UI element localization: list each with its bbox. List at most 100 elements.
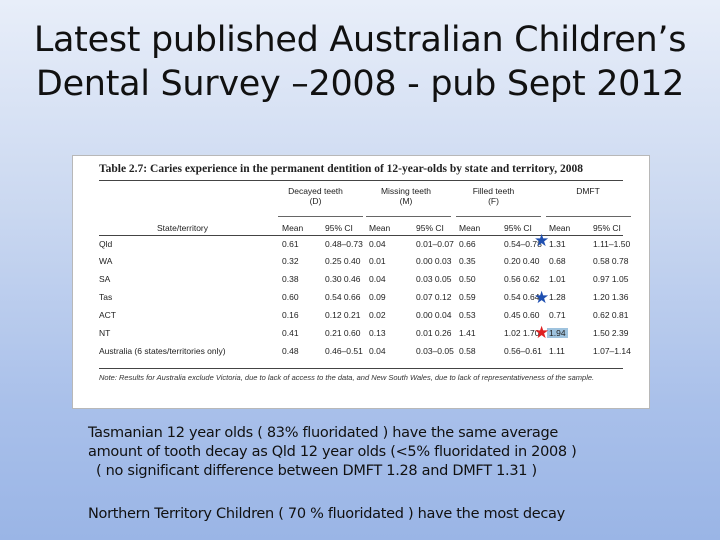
row-label: Australia (6 states/territories only) xyxy=(99,346,226,356)
table-cell: 0.01–0.07 xyxy=(416,239,454,249)
col-header-ci-f: 95% CI xyxy=(504,223,532,233)
table-cell: 0.04 xyxy=(369,239,386,249)
group-rule-filled xyxy=(456,216,541,217)
table-cell: 0.00 0.04 xyxy=(416,310,452,320)
bottom-rule xyxy=(99,368,623,369)
title-line-1: Latest published Australian Children’s xyxy=(33,20,687,60)
col-header-ci-dmft: 95% CI xyxy=(593,223,621,233)
table-cell: 0.54 0.64 xyxy=(504,292,540,302)
table-cell: 0.20 0.40 xyxy=(504,256,540,266)
table-caption-text: Caries experience in the permanent denti… xyxy=(150,163,584,175)
table-cell: 1.41 xyxy=(459,328,476,338)
table-cell: 0.03 0.05 xyxy=(416,274,452,284)
table-cell: 0.03–0.05 xyxy=(416,346,454,356)
table-cell: 0.48 xyxy=(282,346,299,356)
table-cell: 0.25 0.40 xyxy=(325,256,361,266)
table-cell: 0.66 xyxy=(459,239,476,249)
body-line-3: ( no significant difference between DMFT… xyxy=(96,463,537,479)
body-line-4: Northern Territory Children ( 70 % fluor… xyxy=(88,506,565,522)
group-header-missing: Missing teeth (M) xyxy=(380,186,432,206)
row-label: NT xyxy=(99,328,111,338)
table-cell: 0.07 0.12 xyxy=(416,292,452,302)
table-cell: 1.02 1.70 xyxy=(504,328,540,338)
table-cell: 0.59 xyxy=(459,292,476,302)
table-cell: 1.31 xyxy=(549,239,566,249)
col-header-mean-dmft: Mean xyxy=(549,223,571,233)
table-cell: 0.54 0.66 xyxy=(325,292,361,302)
group-header-dmft: DMFT xyxy=(576,186,600,196)
table-cell: 0.45 0.60 xyxy=(504,310,540,320)
table-cell: 0.38 xyxy=(282,274,299,284)
table-cell: 0.71 xyxy=(549,310,566,320)
row-label: Qld xyxy=(99,239,113,249)
table-cell: 0.04 xyxy=(369,346,386,356)
table-cell: 0.35 xyxy=(459,256,476,266)
table-cell: 0.54–0.78 xyxy=(504,239,542,249)
group-header-filled: Filled teeth (F) xyxy=(472,186,515,206)
blue-star-icon-qld: ★ xyxy=(534,231,550,250)
table-cell: 0.13 xyxy=(369,328,386,338)
table-cell: 0.68 xyxy=(549,256,566,266)
header-rule xyxy=(99,235,623,236)
row-qld: Qld 0.61 0.48–0.73 0.04 0.01–0.07 0.66 0.54–0.… xyxy=(73,239,649,255)
group-rule-decayed xyxy=(278,216,363,217)
table-cell: 0.21 0.60 xyxy=(325,328,361,338)
table-cell: 0.30 0.46 xyxy=(325,274,361,284)
slide-body: Tasmanian 12 year olds ( 83% fluoridated… xyxy=(88,424,688,524)
row-tas: Tas 0.60 0.54 0.66 0.09 0.07 0.12 0.59 0.54 0.… xyxy=(73,292,649,308)
table-caption: Table 2.7: Caries experience in the perm… xyxy=(99,163,583,175)
row-australia: Australia (6 states/territories only) 0.4… xyxy=(73,346,649,362)
table-cell: 1.01 xyxy=(549,274,566,284)
table-cell: 0.56–0.61 xyxy=(504,346,542,356)
row-label: Tas xyxy=(99,292,113,302)
col-header-mean-m: Mean xyxy=(369,223,391,233)
table-cell: 1.94 xyxy=(547,328,568,338)
row-sa: SA 0.38 0.30 0.46 0.04 0.03 0.05 0.50 0.56 0.6… xyxy=(73,274,649,290)
table-cell: 0.46–0.51 xyxy=(325,346,363,356)
row-nt: NT 0.41 0.21 0.60 0.13 0.01 0.26 1.41 1.02 1.7… xyxy=(73,328,649,344)
table-cell: 0.61 xyxy=(282,239,299,249)
row-label: ACT xyxy=(99,310,116,320)
col-header-ci-m: 95% CI xyxy=(416,223,444,233)
slide-title: Latest published Australian Children’s D… xyxy=(20,18,700,106)
row-act: ACT 0.16 0.12 0.21 0.02 0.00 0.04 0.53 0.45 0.… xyxy=(73,310,649,326)
group-header-decayed: Decayed teeth (D) xyxy=(288,186,343,206)
table-cell: 0.58 0.78 xyxy=(593,256,629,266)
table-cell: 0.60 xyxy=(282,292,299,302)
row-label: SA xyxy=(99,274,111,284)
table-cell: 0.04 xyxy=(369,274,386,284)
table-cell: 0.48–0.73 xyxy=(325,239,363,249)
table-cell: 1.07–1.14 xyxy=(593,346,631,356)
title-line-2: Dental Survey –2008 - pub Sept 2012 xyxy=(35,64,685,104)
group-rule-missing xyxy=(366,216,451,217)
col-header-mean-f: Mean xyxy=(459,223,481,233)
table-cell: 1.28 xyxy=(549,292,566,302)
table-cell: 0.97 1.05 xyxy=(593,274,629,284)
row-wa: WA 0.32 0.25 0.40 0.01 0.00 0.03 0.35 0.20 0.4… xyxy=(73,256,649,272)
body-line-2: amount of tooth decay as Qld 12 year old… xyxy=(88,444,577,460)
body-line-1: Tasmanian 12 year olds ( 83% fluoridated… xyxy=(88,425,559,441)
blue-star-icon-tas: ★ xyxy=(534,288,550,307)
table-cell: 1.50 2.39 xyxy=(593,328,629,338)
table-number: Table 2.7: xyxy=(99,163,148,175)
table-cell: 0.02 xyxy=(369,310,386,320)
col-header-state: State/territory xyxy=(157,223,209,233)
col-header-mean-d: Mean xyxy=(282,223,304,233)
table-cell: 0.09 xyxy=(369,292,386,302)
table-cell: 0.32 xyxy=(282,256,299,266)
table-cell: 0.62 0.81 xyxy=(593,310,629,320)
table-cell: 1.20 1.36 xyxy=(593,292,629,302)
table-cell: 0.53 xyxy=(459,310,476,320)
top-rule xyxy=(99,180,623,181)
table-cell: 0.58 xyxy=(459,346,476,356)
row-label: WA xyxy=(99,256,113,266)
col-header-ci-d: 95% CI xyxy=(325,223,353,233)
table-cell: 0.01 xyxy=(369,256,386,266)
survey-table-image: Table 2.7: Caries experience in the perm… xyxy=(72,155,650,409)
table-cell: 1.11 xyxy=(549,346,565,356)
table-cell: 0.16 xyxy=(282,310,299,320)
red-star-icon-nt: ★ xyxy=(534,323,550,342)
table-cell: 0.01 0.26 xyxy=(416,328,452,338)
table-cell: 0.12 0.21 xyxy=(325,310,361,320)
table-cell: 0.41 xyxy=(282,328,299,338)
